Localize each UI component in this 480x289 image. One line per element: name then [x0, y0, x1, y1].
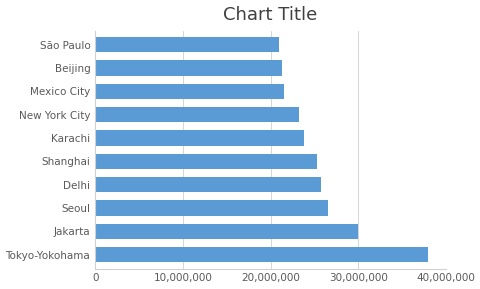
Bar	[95, 37, 279, 52]
Title: Chart Title: Chart Title	[223, 5, 317, 24]
Bar	[95, 200, 327, 216]
Bar	[95, 84, 283, 99]
Bar	[95, 107, 298, 122]
Bar	[95, 224, 358, 239]
Bar	[95, 130, 303, 146]
Bar	[95, 177, 321, 192]
Bar	[95, 60, 281, 75]
Bar	[95, 154, 316, 169]
Bar	[95, 247, 428, 262]
